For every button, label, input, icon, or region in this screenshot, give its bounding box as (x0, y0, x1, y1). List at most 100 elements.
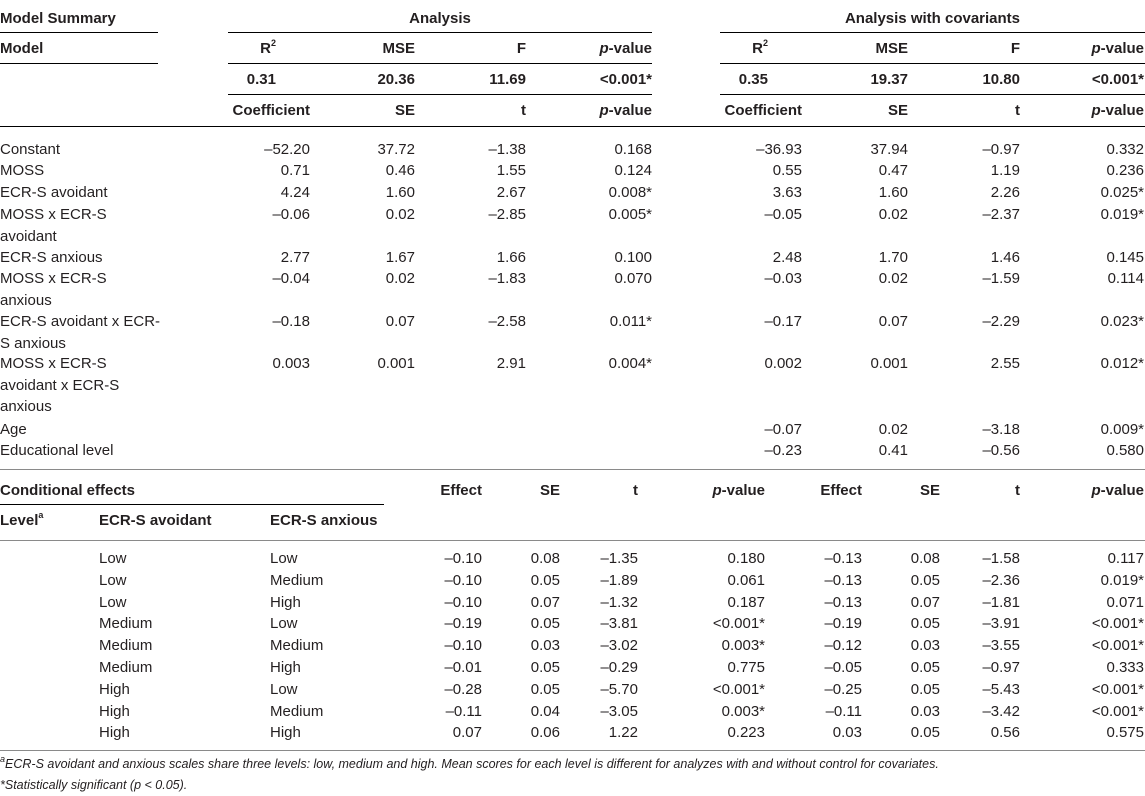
cell-coefficient: –0.18 (272, 313, 310, 330)
col-header-se: SE (394, 102, 415, 119)
col-header-p: p-value (599, 40, 652, 57)
cell-avoidant-level: Medium (99, 659, 153, 676)
cell-coefficient: –0.07 (764, 421, 802, 438)
cell-t: –0.56 (982, 442, 1020, 459)
row-label: ECR-S anxious (0, 249, 103, 266)
col-header-t: t (633, 482, 638, 499)
row-label: anxious (0, 398, 52, 415)
divider (228, 32, 652, 33)
divider (0, 469, 1145, 470)
cell-se: 37.72 (377, 141, 415, 158)
cell-se: 0.05 (910, 572, 940, 589)
cell-t: 2.26 (990, 184, 1020, 201)
cell-se: 0.001 (377, 355, 415, 372)
row-label: anxious (0, 291, 52, 309)
cell-se: 0.05 (910, 659, 940, 676)
cell-t: –0.97 (982, 659, 1020, 676)
cell-avoidant-level: Medium (99, 637, 153, 654)
row-label: MOSS x ECR-S (0, 206, 107, 223)
cell-t: –2.37 (982, 206, 1020, 223)
row-label: avoidant x ECR-S (0, 376, 120, 394)
analysis-heading: Analysis (409, 10, 471, 27)
cell-se: 0.05 (530, 615, 560, 632)
cell-coefficient: 3.63 (772, 184, 802, 201)
cell-coefficient: –0.03 (764, 270, 802, 287)
cell-effect: –0.13 (824, 594, 862, 611)
cell-p-value: 0.124 (614, 162, 652, 179)
cell-t: –1.81 (982, 594, 1020, 611)
cell-coefficient: 2.77 (280, 249, 310, 266)
cell-anxious-level: Low (270, 681, 298, 698)
cell-se: 0.08 (530, 550, 560, 567)
cell-t: 0.56 (990, 724, 1020, 741)
cell-p-value: 0.009* (1100, 421, 1144, 438)
divider (0, 63, 158, 64)
col-header-effect: Effect (440, 482, 482, 499)
cell-t: –2.58 (488, 313, 526, 330)
row-label: MOSS (0, 162, 45, 179)
cell-p-value: 0.575 (1106, 724, 1144, 741)
cell-se: 0.02 (385, 270, 415, 287)
col-header-effect: Effect (820, 482, 862, 499)
cell-p-value: 0.025* (1100, 184, 1144, 201)
cell-se: 0.07 (878, 313, 908, 330)
row-label: Constant (0, 141, 61, 158)
cell-t: –1.89 (600, 572, 638, 589)
cell-p-value: 0.117 (1107, 550, 1144, 567)
divider (228, 63, 652, 64)
cell-anxious-level: Low (270, 550, 298, 567)
cell-se: 0.05 (530, 572, 560, 589)
cell-avoidant-level: Low (99, 550, 127, 567)
cell-se: 0.47 (878, 162, 908, 179)
cell-t: –2.29 (982, 313, 1020, 330)
cell-anxious-level: Medium (270, 703, 324, 720)
cell-anxious-level: High (270, 659, 301, 676)
col-header-p: p-value (1091, 40, 1144, 57)
col-header-p: p-value (712, 482, 765, 499)
col-header-avoidant: ECR-S avoidant (99, 512, 212, 529)
divider (720, 94, 1145, 95)
divider (228, 94, 652, 95)
fit-p: <0.001* (1091, 71, 1144, 88)
cell-anxious-level: Medium (270, 637, 324, 654)
cell-se: 0.001 (870, 355, 908, 372)
cell-effect: 0.03 (832, 724, 862, 741)
cell-t: –3.05 (600, 703, 638, 720)
cell-t: –1.35 (600, 550, 638, 567)
cell-effect: –0.13 (824, 572, 862, 589)
col-header-p: p-value (1091, 102, 1144, 119)
cell-anxious-level: Medium (270, 572, 324, 589)
cell-p-value: 0.012* (1100, 355, 1144, 372)
cell-p-value: 0.011* (609, 313, 652, 330)
cell-effect: –0.10 (444, 594, 482, 611)
row-label: MOSS x ECR-S (0, 270, 107, 287)
cell-t: 1.55 (496, 162, 526, 179)
cell-effect: –0.12 (824, 637, 862, 654)
cell-se: 0.05 (530, 681, 560, 698)
row-label: MOSS x ECR-S (0, 355, 107, 372)
row-label: Age (0, 421, 27, 438)
cell-t: –2.36 (982, 572, 1020, 589)
divider (0, 540, 1145, 541)
cell-effect: –0.19 (824, 615, 862, 632)
cell-coefficient: 2.48 (772, 249, 802, 266)
footnote-levels: aECR-S avoidant and anxious scales share… (0, 753, 939, 771)
cell-avoidant-level: Low (99, 572, 127, 589)
col-header-t: t (1015, 102, 1020, 119)
cell-t: 1.19 (990, 162, 1020, 179)
cell-p-value: 0.114 (1107, 270, 1144, 287)
conditional-effects-heading: Conditional effects (0, 482, 136, 499)
cell-t: –1.83 (488, 270, 526, 287)
col-header-r2: R2 (752, 38, 768, 58)
divider (720, 32, 1145, 33)
cell-t: –3.55 (982, 637, 1020, 654)
cell-t: –2.85 (488, 206, 526, 223)
cell-p-value: 0.168 (614, 141, 652, 158)
cell-se: 1.67 (385, 249, 415, 266)
model-summary-heading: Model Summary (0, 10, 116, 27)
cell-p-value: <0.001* (712, 681, 765, 698)
cell-p-value: 0.070 (614, 270, 652, 287)
cell-t: –1.32 (600, 594, 638, 611)
cell-p-value: 0.071 (1106, 594, 1144, 611)
row-label: S anxious (0, 334, 66, 352)
